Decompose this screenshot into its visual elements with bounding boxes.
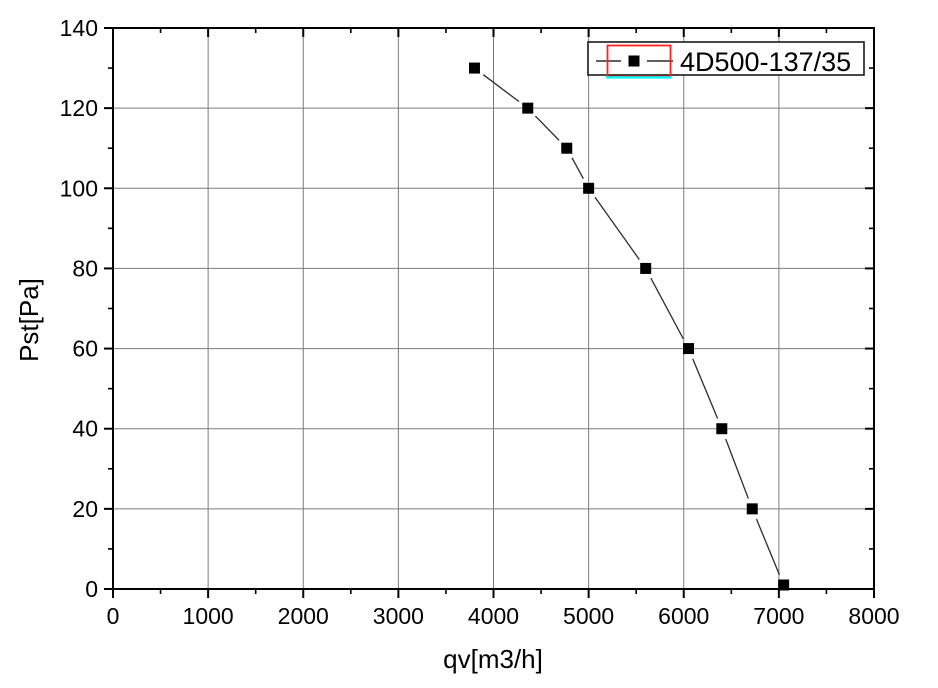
data-series [468,62,790,591]
data-point-marker [583,182,595,194]
data-line-segment [571,157,584,179]
legend-sample-marker [628,55,640,67]
y-tick-label: 40 [72,416,98,442]
y-tick-label: 80 [72,255,98,281]
gridlines [114,29,873,588]
y-tick-label: 20 [72,496,98,522]
x-tick-label: 7000 [753,603,804,629]
data-line-segment [534,115,560,141]
axis-ticks [104,27,875,598]
data-line-segment [650,277,684,340]
x-axis-title: qv[m3/h] [443,644,543,674]
data-point-marker [468,62,480,74]
y-tick-label: 100 [60,175,98,201]
x-tick-label: 3000 [373,603,424,629]
data-point-marker [746,503,758,515]
x-tick-label: 4000 [468,603,519,629]
legend-entry-label: 4D500-137/35 [680,47,851,77]
x-tick-label: 1000 [183,603,234,629]
data-line-segment [725,438,749,499]
data-point-marker [778,579,790,591]
data-line-segment [594,196,640,260]
data-line-segment [692,358,719,419]
x-tick-label: 5000 [563,603,614,629]
plot-frame [112,27,875,590]
data-point-marker [561,142,573,154]
x-tick-labels: 0 1000 2000 3000 4000 5000 6000 7000 8000 [107,603,900,629]
data-line-segment [482,74,520,103]
y-tick-label: 140 [60,15,98,41]
x-tick-label: 6000 [658,603,709,629]
y-tick-labels: 0 20 40 60 80 100 120 140 [60,15,98,602]
data-point-marker [640,262,652,274]
x-tick-label: 2000 [278,603,329,629]
data-point-marker [716,423,728,435]
x-tick-label: 8000 [848,603,899,629]
y-tick-label: 120 [60,95,98,121]
data-point-marker [683,343,695,355]
y-tick-label: 60 [72,336,98,362]
legend: 4D500-137/35 [587,41,865,79]
data-point-marker [522,102,534,114]
x-tick-label: 0 [107,603,120,629]
y-tick-label: 0 [85,576,98,602]
y-axis-title: Pst[Pa] [14,278,44,362]
data-line-segment [755,518,781,576]
